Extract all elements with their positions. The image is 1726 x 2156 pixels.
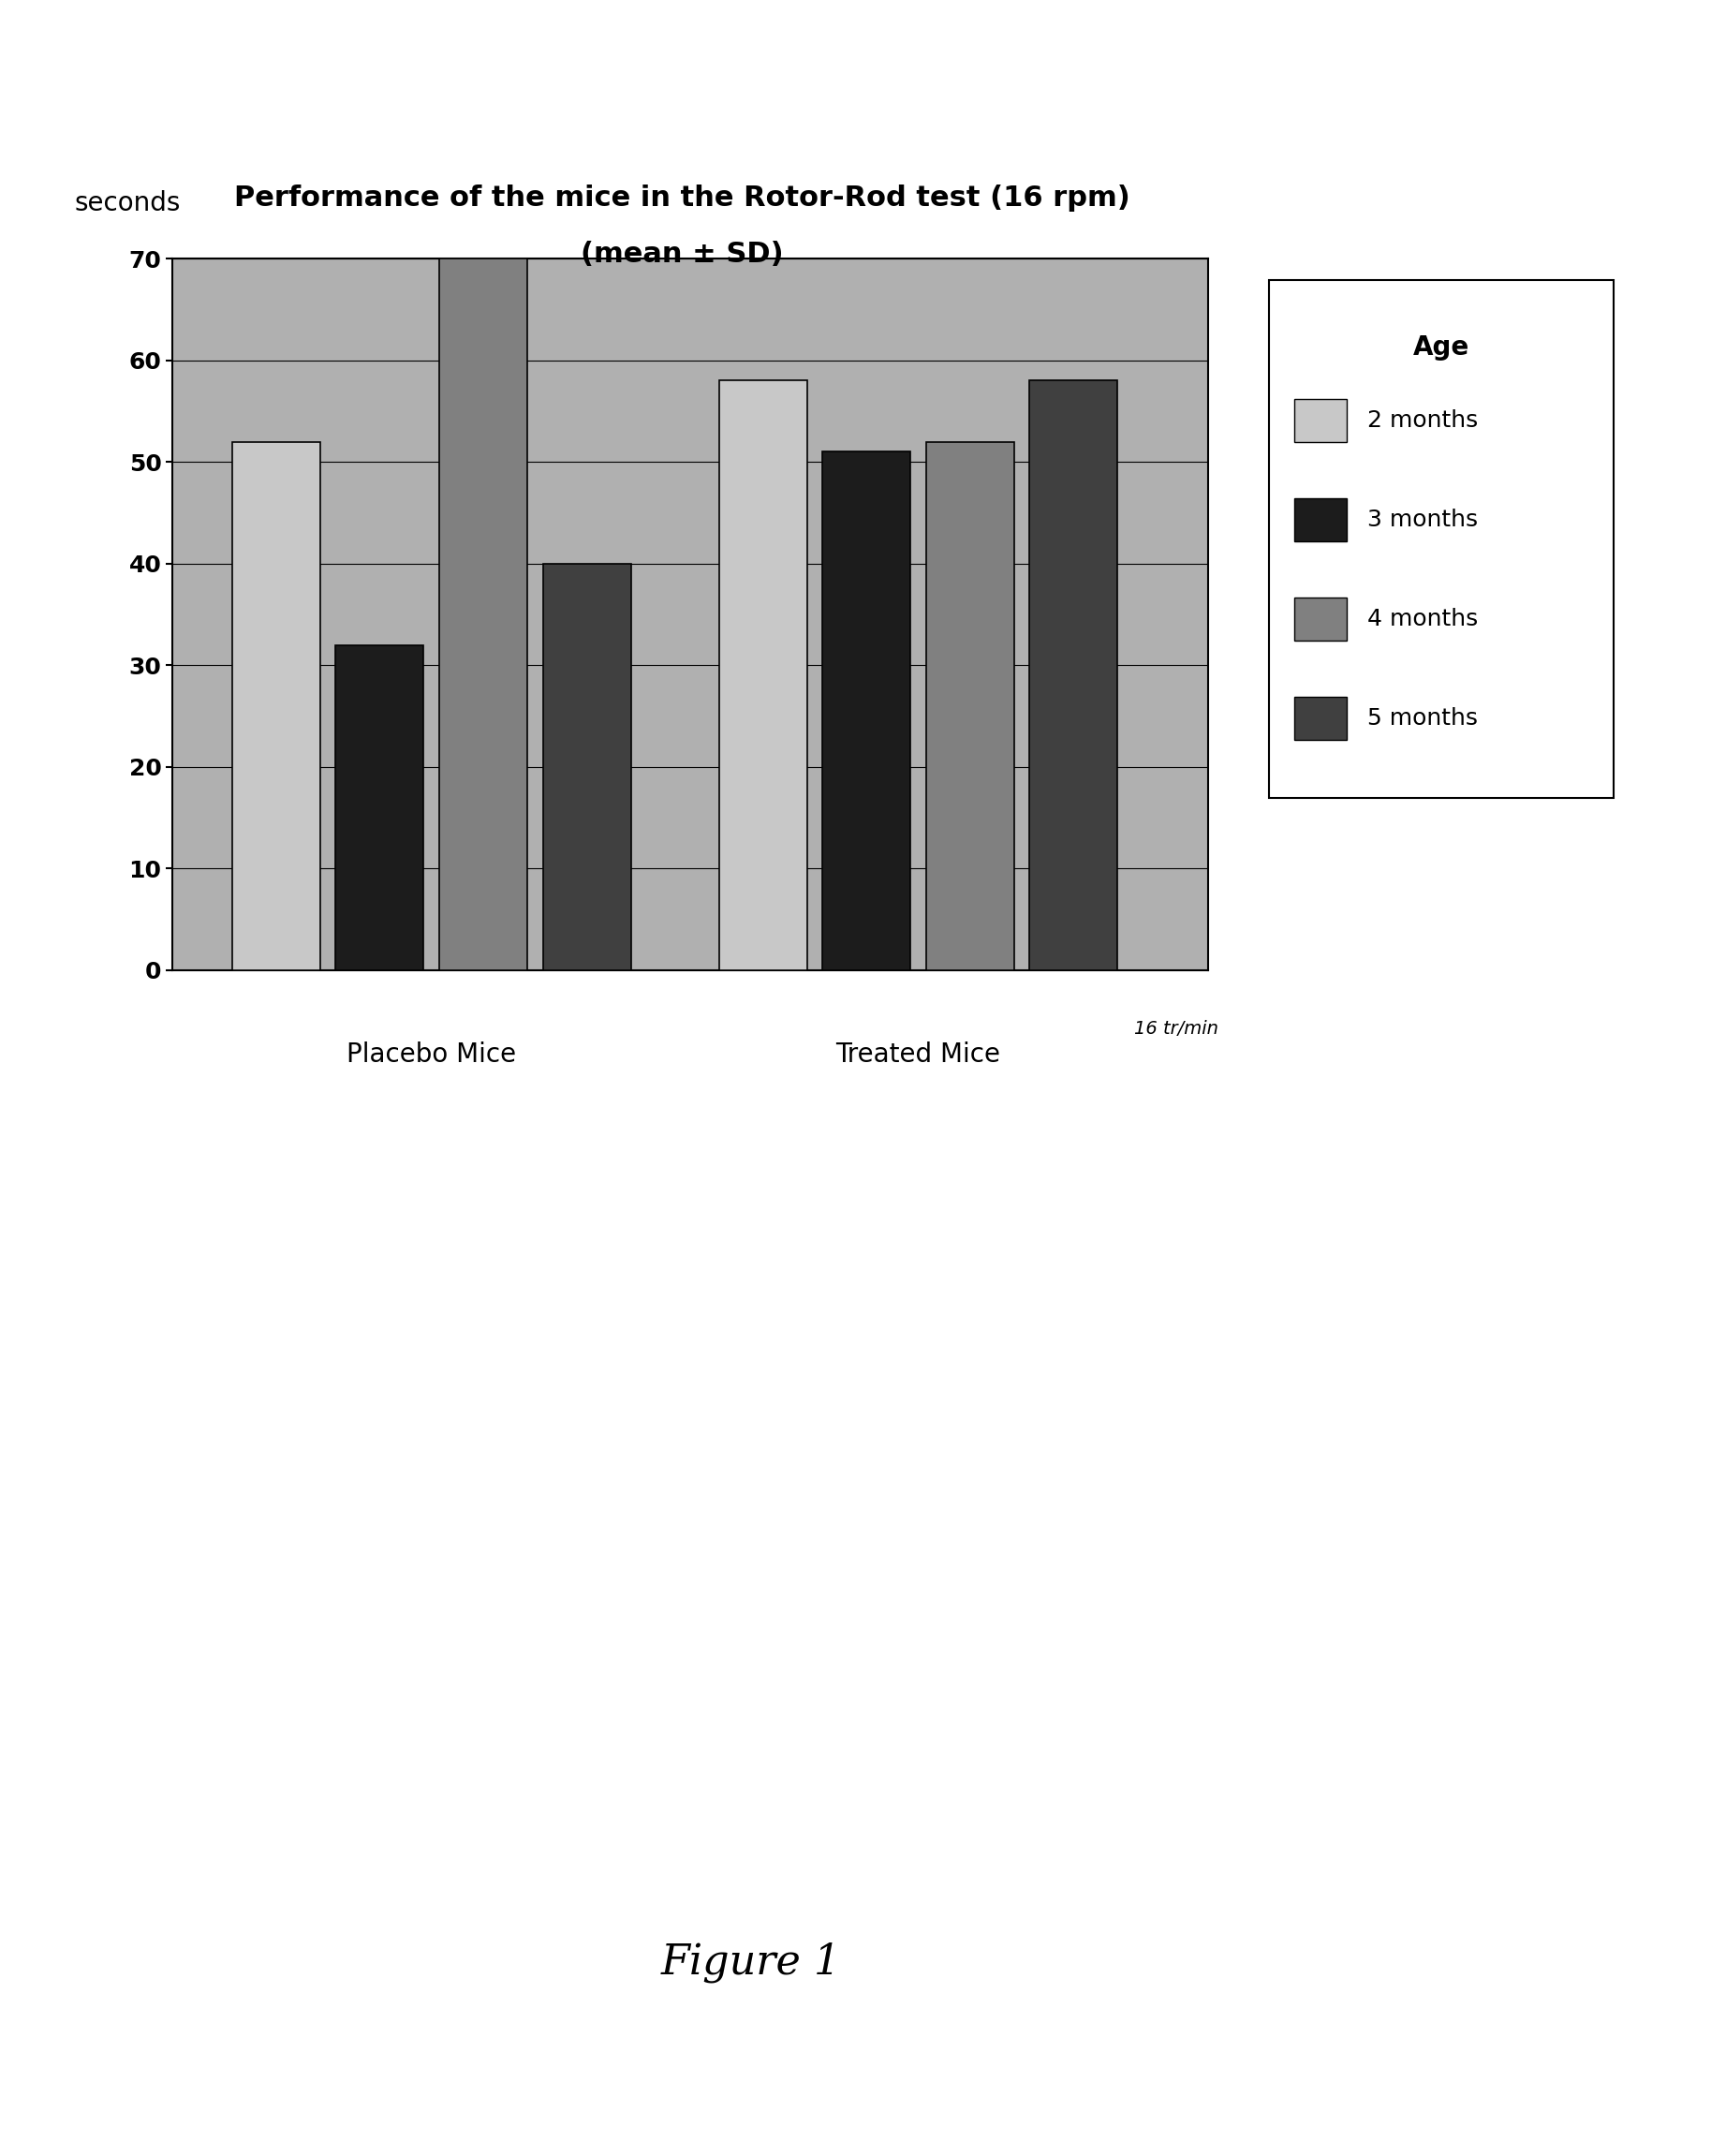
Text: (mean ± SD): (mean ± SD) <box>580 241 784 267</box>
Bar <box>1029 382 1118 970</box>
Bar <box>542 563 632 970</box>
Bar <box>335 645 425 970</box>
Text: 2 months: 2 months <box>1367 410 1477 431</box>
Text: Performance of the mice in the Rotor-Rod test (16 rpm): Performance of the mice in the Rotor-Rod… <box>233 185 1131 211</box>
Text: 5 months: 5 months <box>1367 707 1477 729</box>
Text: 3 months: 3 months <box>1367 509 1477 530</box>
Text: Treated Mice: Treated Mice <box>835 1041 1001 1067</box>
Bar <box>927 442 1015 970</box>
Text: Placebo Mice: Placebo Mice <box>347 1041 516 1067</box>
Bar <box>231 442 321 970</box>
Text: seconds: seconds <box>74 190 181 216</box>
Bar <box>720 382 806 970</box>
Bar <box>822 453 911 970</box>
Bar <box>438 259 528 970</box>
Text: Age: Age <box>1414 334 1469 360</box>
Text: 4 months: 4 months <box>1367 608 1477 630</box>
Text: Figure 1: Figure 1 <box>661 1943 841 1981</box>
Text: 16 tr/min: 16 tr/min <box>1134 1020 1219 1037</box>
